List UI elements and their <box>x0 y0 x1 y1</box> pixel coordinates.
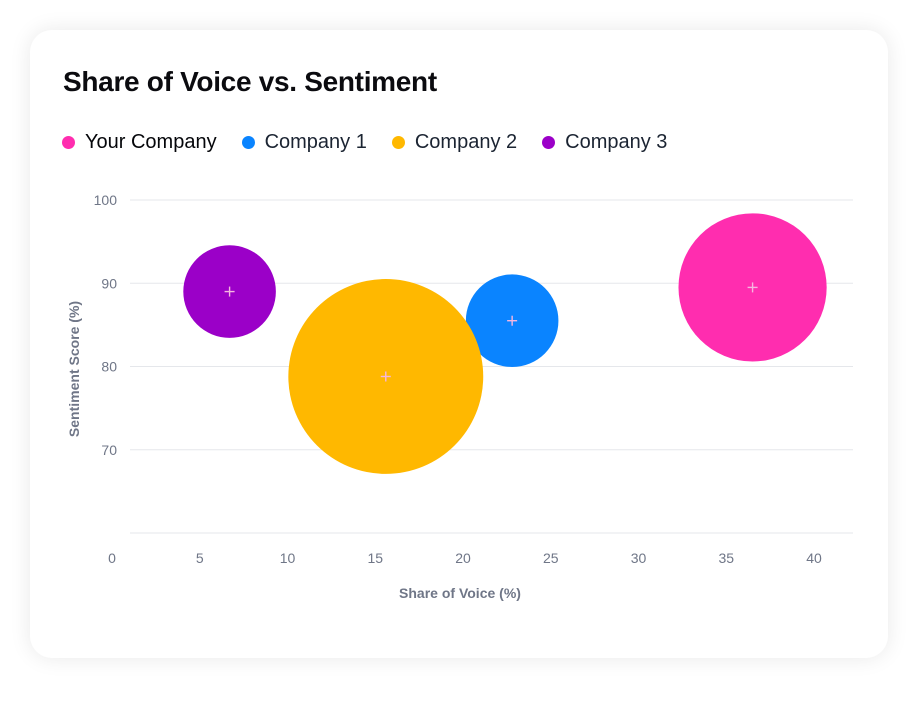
y-tick-label: 80 <box>101 359 117 375</box>
legend-label-company-3: Company 3 <box>565 131 668 153</box>
x-tick-label: 10 <box>280 550 296 566</box>
y-tick-label: 90 <box>101 275 117 291</box>
x-tick-label: 15 <box>367 550 383 566</box>
legend-item-company-2[interactable]: Company 2 <box>391 131 518 154</box>
legend-label-company-2: Company 2 <box>414 131 518 153</box>
y-tick-label: 100 <box>94 192 118 208</box>
legend-dot-company-3 <box>542 136 556 149</box>
legend-item-your-company[interactable]: Your Company <box>62 131 217 154</box>
legend-label-your-company: Your Company <box>85 131 217 153</box>
legend-item-company-3[interactable]: Company 3 <box>542 131 667 154</box>
legend-label-company-1: Company 1 <box>264 131 367 153</box>
tick-layer: 70 80 90 100 0 5 10 15 20 25 30 35 40 <box>94 192 822 566</box>
legend-dot-company-1 <box>241 136 255 149</box>
legend-dot-company-2 <box>391 136 405 149</box>
chart-title: Share of Voice vs. Sentiment <box>63 66 437 97</box>
bubble-layer <box>183 213 827 474</box>
legend-item-company-1[interactable]: Company 1 <box>241 131 367 154</box>
x-tick-label: 35 <box>718 550 734 566</box>
x-tick-label: 0 <box>108 550 116 566</box>
chart-legend: Your Company Company 1 Company 2 Company… <box>62 131 692 154</box>
x-tick-label: 25 <box>543 550 559 566</box>
x-tick-label: 30 <box>631 550 647 566</box>
x-tick-label: 20 <box>455 550 471 566</box>
y-tick-label: 70 <box>101 442 117 458</box>
x-axis-label: Share of Voice (%) <box>399 585 521 601</box>
y-axis-label: Sentiment Score (%) <box>66 301 82 437</box>
x-tick-label: 5 <box>196 550 204 566</box>
legend-dot-your-company <box>62 136 75 149</box>
x-tick-label: 40 <box>806 550 822 566</box>
